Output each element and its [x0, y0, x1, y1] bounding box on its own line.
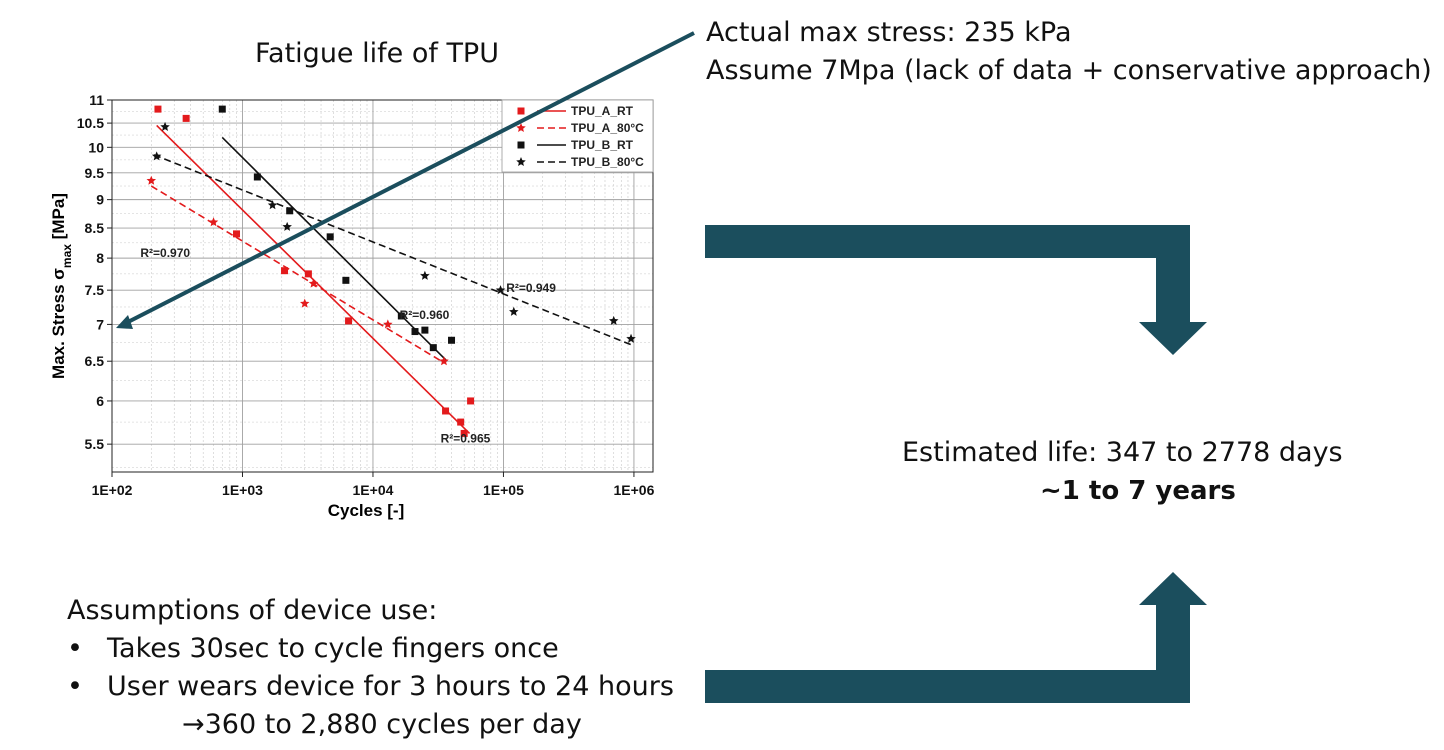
teal-bent-down-arrow-icon [705, 225, 1207, 355]
data-point [182, 114, 190, 122]
data-point [345, 317, 353, 325]
y-tick-label: 9.5 [85, 165, 105, 181]
r2-label: R²=0.965 [441, 431, 491, 445]
data-point [429, 344, 437, 352]
chart-title: Fatigue life of TPU [255, 38, 499, 69]
x-axis-label: Cycles [-] [328, 501, 405, 520]
y-tick-label: 11 [89, 92, 104, 108]
data-point [218, 105, 226, 113]
data-point [411, 328, 419, 336]
legend-label: TPU_A_RT [571, 104, 634, 118]
data-point [286, 207, 294, 215]
y-tick-label: 10 [88, 139, 104, 155]
assumed-stress-text: Assume 7Mpa (lack of data + conservative… [706, 55, 1432, 86]
data-point [253, 173, 261, 181]
data-point [442, 407, 450, 415]
y-axis-label-unit: [MPa] [49, 193, 68, 244]
data-point [233, 230, 241, 238]
data-point [326, 233, 334, 241]
estimated-life-text: Estimated life: 347 to 2778 days [902, 437, 1343, 468]
y-tick-label: 9 [96, 192, 104, 208]
estimated-years-text: ~1 to 7 years [1040, 476, 1236, 506]
x-tick-label: 1E+02 [92, 482, 133, 498]
data-point [154, 105, 162, 113]
x-tick-label: 1E+06 [613, 482, 654, 498]
legend-label: TPU_A_80°C [571, 121, 644, 135]
data-point [626, 333, 636, 343]
list-item: • User wears device for 3 hours to 24 hou… [67, 668, 674, 706]
y-tick-label: 8.5 [85, 220, 105, 236]
data-point [421, 326, 429, 334]
assumptions-heading: Assumptions of device use: [67, 595, 438, 626]
y-tick-label: 6.5 [85, 353, 105, 369]
r2-label: R²=0.949 [506, 281, 556, 295]
list-item: • Takes 30sec to cycle fingers once [67, 630, 674, 668]
y-tick-label: 7 [96, 316, 104, 332]
bullet-icon: • [67, 671, 83, 702]
y-axis-label-sub: max [60, 244, 74, 268]
data-point [467, 397, 475, 405]
y-tick-label: 10.5 [77, 115, 104, 131]
y-tick-label: 6 [96, 393, 104, 409]
legend-marker [517, 107, 525, 115]
data-point [460, 429, 468, 437]
y-axis-label: Max. Stress σmax [MPa] [49, 193, 74, 379]
teal-bent-up-arrow-icon [705, 572, 1207, 703]
stress-note: Actual max stress: 235 kPa Assume 7Mpa (… [706, 14, 1432, 90]
fatigue-chart: 1E+02 1E+03 1E+04 1E+05 1E+06 5.5 6 6.5 7 7.5 8 8.5… [40, 90, 665, 530]
data-point [457, 418, 465, 426]
y-tick-label: 8 [96, 250, 104, 266]
data-point [342, 276, 350, 284]
r2-label: R²=0.970 [140, 246, 190, 260]
chart-ticks: 1E+02 1E+03 1E+04 1E+05 1E+06 5.5 6 6.5 7 7.5 8 8.5… [77, 92, 655, 498]
legend-label: TPU_B_80°C [571, 155, 644, 169]
cycles-per-day-result: →360 to 2,880 cycles per day [182, 709, 582, 740]
x-tick-label: 1E+03 [222, 482, 263, 498]
chart-legend: TPU_A_RT TPU_A_80°C TPU_B_RT TPU_B_80°C [501, 99, 654, 173]
data-point [448, 336, 456, 344]
data-point [304, 270, 312, 278]
legend-label: TPU_B_RT [571, 138, 634, 152]
r2-label: R²=0.960 [400, 308, 450, 322]
legend-marker [517, 141, 525, 149]
x-tick-label: 1E+05 [483, 482, 524, 498]
data-point [281, 267, 289, 275]
y-axis-label-main: Max. Stress σ [49, 268, 68, 379]
assumptions-list: • Takes 30sec to cycle fingers once • User… [67, 630, 674, 706]
x-tick-label: 1E+04 [353, 482, 394, 498]
y-tick-label: 7.5 [85, 282, 105, 298]
actual-stress-text: Actual max stress: 235 kPa [706, 17, 1072, 48]
y-tick-label: 5.5 [85, 436, 105, 452]
list-item-text: Takes 30sec to cycle fingers once [107, 633, 559, 664]
assumptions-block: Assumptions of device use: • Takes 30sec … [67, 592, 674, 744]
bullet-icon: • [67, 633, 83, 664]
data-point [439, 356, 449, 366]
list-item-text: User wears device for 3 hours to 24 hour… [107, 671, 674, 702]
